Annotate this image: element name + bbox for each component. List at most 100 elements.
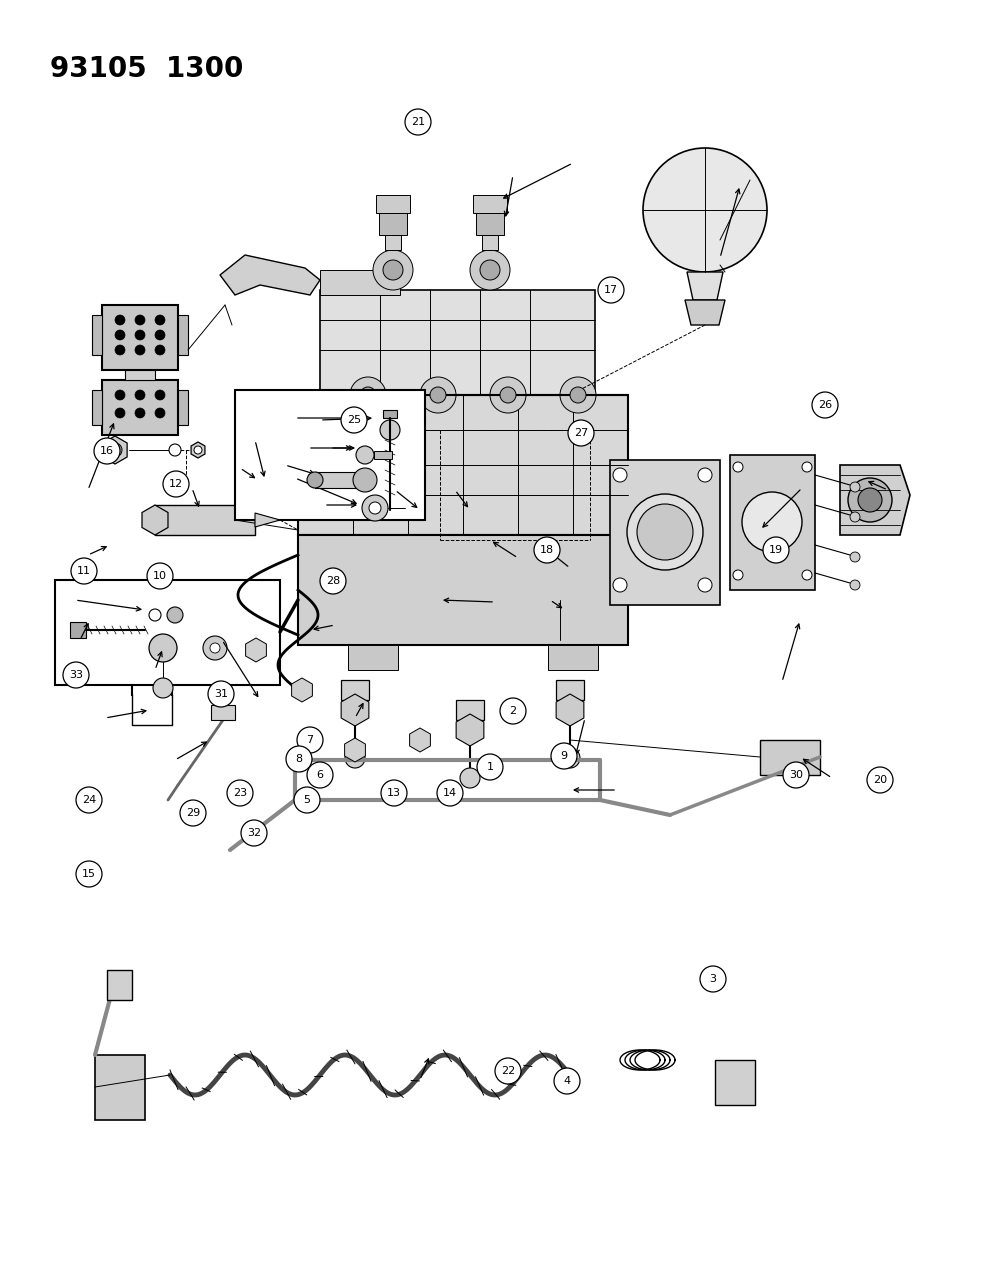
Bar	[376, 195, 410, 213]
Circle shape	[867, 768, 893, 793]
Circle shape	[480, 260, 500, 280]
Polygon shape	[103, 436, 127, 464]
Circle shape	[155, 390, 165, 400]
Bar	[348, 645, 398, 669]
Text: 33: 33	[69, 669, 83, 680]
Circle shape	[763, 537, 789, 564]
Text: 11: 11	[77, 566, 91, 576]
Polygon shape	[246, 638, 267, 662]
Text: 10: 10	[153, 571, 167, 581]
Circle shape	[700, 966, 726, 992]
Bar	[155, 505, 255, 536]
Bar	[383, 411, 397, 418]
Text: 28: 28	[326, 576, 340, 587]
Circle shape	[115, 315, 125, 325]
Circle shape	[71, 558, 97, 584]
Text: 13: 13	[387, 788, 401, 798]
Text: 17: 17	[604, 286, 618, 295]
Circle shape	[383, 260, 403, 280]
Circle shape	[307, 472, 323, 488]
Text: 5: 5	[303, 796, 310, 805]
Circle shape	[560, 377, 596, 413]
Bar	[715, 1060, 755, 1105]
Bar	[92, 390, 102, 425]
Circle shape	[135, 330, 145, 340]
Bar	[374, 451, 392, 459]
Bar	[235, 390, 425, 520]
Bar	[178, 390, 188, 425]
Bar	[341, 680, 369, 700]
Circle shape	[297, 727, 323, 754]
Bar	[211, 705, 235, 720]
Polygon shape	[142, 505, 168, 536]
Circle shape	[495, 1058, 521, 1084]
Text: 29: 29	[186, 808, 200, 819]
Circle shape	[167, 607, 183, 623]
Bar	[482, 235, 498, 250]
Circle shape	[698, 468, 712, 482]
Polygon shape	[191, 442, 205, 458]
Circle shape	[350, 377, 386, 413]
Polygon shape	[255, 513, 280, 527]
Circle shape	[294, 787, 320, 813]
Circle shape	[848, 478, 892, 521]
Bar	[473, 195, 507, 213]
Circle shape	[802, 570, 812, 580]
Circle shape	[437, 780, 463, 806]
Bar	[178, 315, 188, 354]
Circle shape	[94, 439, 120, 464]
Bar	[315, 472, 365, 488]
Circle shape	[643, 148, 767, 272]
Circle shape	[373, 250, 413, 289]
Polygon shape	[345, 738, 366, 762]
Circle shape	[208, 681, 234, 708]
Polygon shape	[456, 714, 484, 746]
Circle shape	[194, 446, 202, 454]
Bar	[379, 213, 407, 235]
Circle shape	[568, 419, 594, 446]
Text: 3: 3	[710, 974, 716, 984]
Text: 93105  1300: 93105 1300	[50, 55, 244, 83]
Circle shape	[551, 743, 577, 769]
Circle shape	[534, 537, 560, 564]
Circle shape	[850, 580, 860, 590]
Circle shape	[500, 697, 526, 724]
Text: 22: 22	[500, 1066, 515, 1076]
Text: 31: 31	[214, 688, 228, 699]
Bar	[476, 213, 504, 235]
Circle shape	[227, 780, 253, 806]
Text: 16: 16	[100, 446, 114, 456]
Bar	[456, 700, 484, 720]
Circle shape	[76, 861, 102, 887]
Circle shape	[135, 315, 145, 325]
Circle shape	[812, 391, 838, 418]
Circle shape	[613, 578, 627, 592]
Bar	[102, 380, 178, 435]
Bar	[102, 305, 178, 370]
Circle shape	[210, 643, 220, 653]
Text: 12: 12	[168, 479, 183, 490]
Circle shape	[613, 468, 627, 482]
Text: 18: 18	[540, 544, 554, 555]
Circle shape	[742, 492, 802, 552]
Circle shape	[598, 277, 624, 303]
Circle shape	[293, 681, 311, 699]
Circle shape	[155, 315, 165, 325]
Circle shape	[115, 390, 125, 400]
Bar	[730, 455, 815, 590]
Circle shape	[115, 330, 125, 340]
Circle shape	[850, 552, 860, 562]
Circle shape	[320, 567, 346, 594]
Circle shape	[341, 407, 367, 434]
Circle shape	[381, 780, 407, 806]
Circle shape	[149, 609, 161, 621]
Text: 9: 9	[561, 751, 568, 761]
Text: 19: 19	[769, 544, 783, 555]
Bar	[760, 740, 820, 775]
Circle shape	[460, 768, 480, 788]
Bar	[320, 270, 400, 295]
Circle shape	[153, 678, 173, 697]
Polygon shape	[556, 694, 584, 725]
Circle shape	[369, 502, 381, 514]
Bar	[125, 370, 155, 380]
